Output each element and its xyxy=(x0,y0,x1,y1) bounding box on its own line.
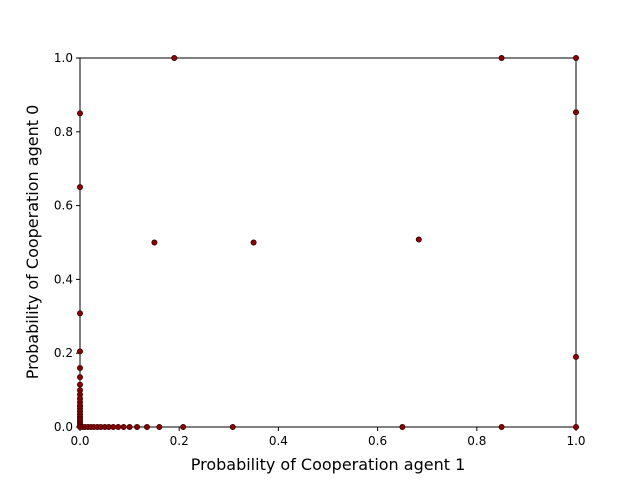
data-point xyxy=(77,110,84,117)
x-tick-label: 0.8 xyxy=(467,434,486,448)
data-points xyxy=(77,55,580,430)
data-point xyxy=(77,184,84,191)
y-axis-label: Probability of Cooperation agent 0 xyxy=(23,105,42,380)
y-tick-label: 0.8 xyxy=(54,125,73,139)
data-point xyxy=(77,374,84,381)
y-tick-label: 0.2 xyxy=(54,346,73,360)
x-tick-label: 0.6 xyxy=(368,434,387,448)
data-point xyxy=(498,423,505,430)
data-point xyxy=(110,423,117,430)
x-axis-label: Probability of Cooperation agent 1 xyxy=(191,455,466,474)
data-point xyxy=(415,236,422,243)
data-point xyxy=(171,55,178,62)
x-axis-ticks: 0.0 0.2 0.4 0.6 0.8 1.0 xyxy=(70,427,586,448)
data-point xyxy=(573,109,580,116)
data-point xyxy=(229,423,236,430)
data-point xyxy=(399,423,406,430)
y-tick-label: 1.0 xyxy=(54,51,73,65)
data-point xyxy=(126,423,133,430)
y-tick-label: 0.6 xyxy=(54,199,73,213)
data-point xyxy=(498,55,505,62)
data-point xyxy=(77,364,84,371)
data-point xyxy=(143,423,150,430)
x-tick-label: 0.0 xyxy=(70,434,89,448)
y-axis-ticks: 0.0 0.2 0.4 0.6 0.8 1.0 xyxy=(54,51,80,434)
data-point xyxy=(250,239,257,246)
data-point xyxy=(573,423,580,430)
y-tick-label: 0.4 xyxy=(54,272,73,286)
y-tick-label: 0.0 xyxy=(54,420,73,434)
x-tick-label: 0.4 xyxy=(269,434,288,448)
x-tick-label: 0.2 xyxy=(170,434,189,448)
data-point xyxy=(77,348,84,355)
data-point xyxy=(134,423,141,430)
x-tick-label: 1.0 xyxy=(566,434,585,448)
data-point xyxy=(120,423,127,430)
data-point xyxy=(115,423,122,430)
plot-area-frame xyxy=(79,57,577,428)
data-point xyxy=(77,381,84,388)
data-point xyxy=(573,353,580,360)
data-point xyxy=(156,423,163,430)
data-point xyxy=(573,55,580,62)
data-point xyxy=(180,423,187,430)
data-point xyxy=(77,310,84,317)
data-point xyxy=(151,239,158,246)
